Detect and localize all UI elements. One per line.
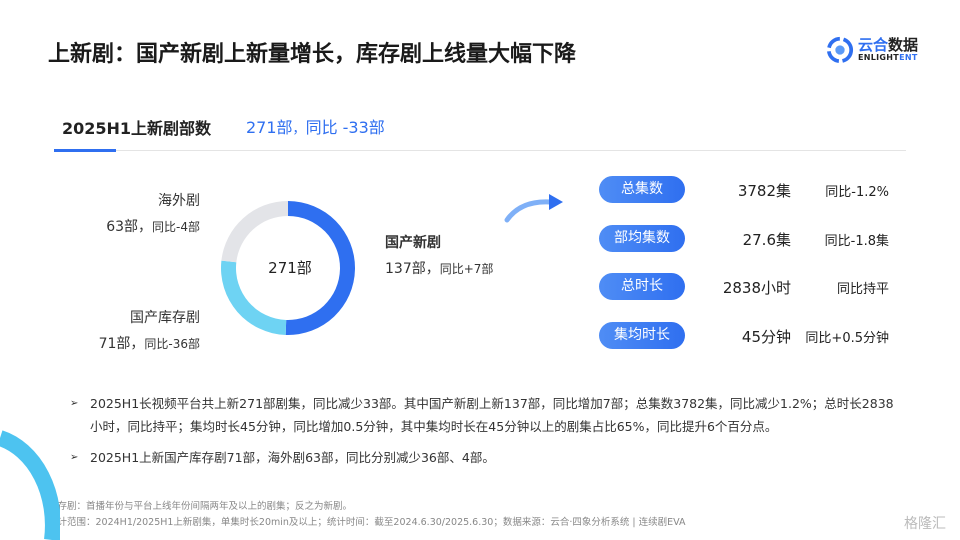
divider — [54, 150, 906, 151]
donut-slice — [285, 201, 355, 335]
metric-label: 集均时长 — [599, 322, 685, 349]
footnote: 统计范围：2024H1/2025H1上新剧集，单集时长20min及以上；统计时间… — [48, 517, 686, 528]
metric-label: 总集数 — [599, 176, 685, 203]
bullet-item: 2025H1上新国产库存剧71部，海外剧63部，同比分别减少36部、4部。 — [70, 446, 900, 469]
summary-value: 271部，同比 -33部 — [246, 118, 385, 137]
slice-name: 国产新剧 — [385, 235, 441, 251]
logo-text: 云合 — [858, 36, 889, 55]
metric-row: 部均集数 27.6集 同比-1.8集 — [599, 225, 891, 252]
summary-count: 271部 — [246, 118, 293, 137]
metric-yoy: 同比-1.8集 — [824, 234, 889, 249]
summary-label: 2025H1上新剧部数 — [62, 119, 212, 138]
metric-value: 45分钟 — [741, 328, 791, 346]
decorative-arc — [0, 430, 60, 540]
slice-value: 63部 — [106, 219, 139, 235]
metric-yoy: 同比+0.5分钟 — [805, 331, 889, 346]
metric-row: 集均时长 45分钟 同比+0.5分钟 — [599, 322, 891, 349]
metric-yoy: 同比-1.2% — [825, 185, 889, 200]
metric-yoy: 同比持平 — [836, 282, 889, 297]
metric-value: 3782集 — [737, 182, 791, 200]
page-title: 上新剧：国产新剧上新量增长，库存剧上线量大幅下降 — [48, 42, 577, 67]
metric-value: 27.6集 — [742, 231, 791, 249]
donut-chart — [221, 201, 355, 335]
watermark: 格隆汇 — [904, 516, 946, 532]
bullet-item: 2025H1长视频平台共上新271部剧集，同比减少33部。其中国产新剧上新137… — [70, 392, 900, 438]
metric-row: 总集数 3782集 同比-1.2% — [599, 176, 891, 203]
logo-icon — [826, 36, 854, 64]
label-domestic-new: 国产新剧 137部，同比+7部 — [385, 230, 545, 282]
metric-row: 总时长 2838小时 同比持平 — [599, 273, 891, 300]
slice-yoy: 同比-4部 — [152, 220, 200, 234]
metric-label: 总时长 — [599, 273, 685, 300]
donut-slice — [221, 260, 287, 335]
summary-yoy: 同比 -33部 — [305, 118, 385, 137]
metric-label: 部均集数 — [599, 225, 685, 252]
logo-text: 数据 — [888, 36, 919, 55]
donut-center-label: 271部 — [268, 259, 312, 277]
logo-text-en: ENLIGHT — [858, 52, 900, 62]
slice-yoy: 同比-36部 — [144, 337, 200, 351]
slice-value: 137部 — [385, 261, 426, 277]
logo: 云合数据 ENLIGHTENT — [826, 36, 938, 64]
donut-slice — [221, 201, 288, 263]
slice-value: 71部 — [98, 336, 131, 352]
footnote: 库存剧：首播年份与平台上线年份间隔两年及以上的剧集；反之为新剧。 — [48, 501, 353, 512]
label-overseas: 海外剧 63部，同比-4部 — [80, 188, 200, 240]
tab-indicator — [54, 149, 116, 152]
arrow-icon — [504, 194, 563, 223]
slice-name: 国产库存剧 — [130, 310, 200, 326]
logo-text-en: ENT — [899, 52, 918, 62]
bullet-list: 2025H1长视频平台共上新271部剧集，同比减少33部。其中国产新剧上新137… — [70, 392, 900, 477]
metric-value: 2838小时 — [722, 279, 791, 297]
slice-name: 海外剧 — [158, 193, 200, 209]
slice-yoy: 同比+7部 — [439, 262, 494, 276]
label-stock: 国产库存剧 71部，同比-36部 — [60, 305, 200, 357]
